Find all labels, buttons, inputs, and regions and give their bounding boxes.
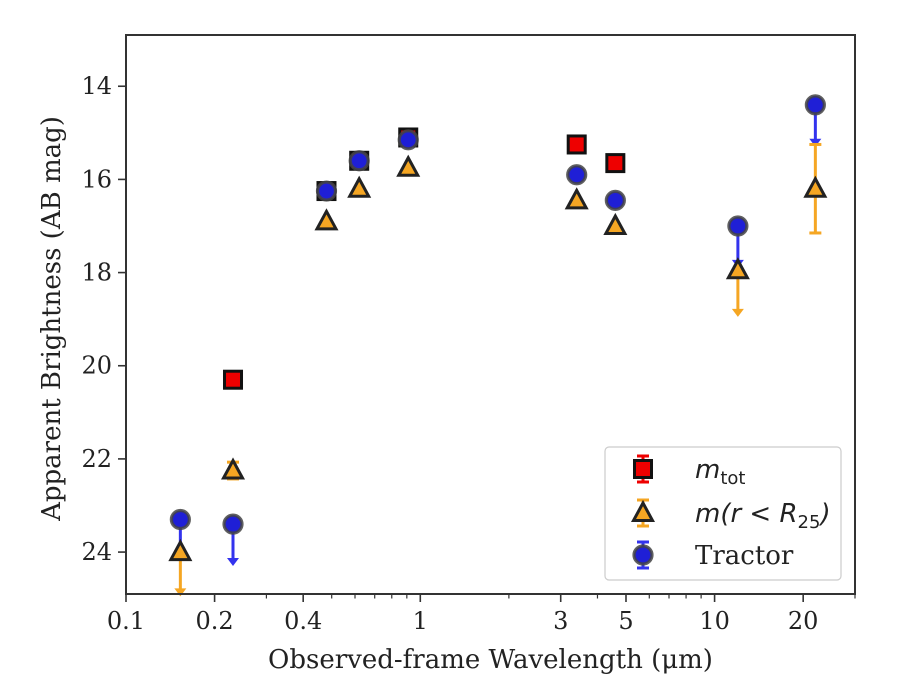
series-circle-points: [169, 94, 826, 535]
legend-entry: m(r < R25): [630, 498, 831, 533]
legend-box: [604, 446, 842, 581]
y-tick-label: 14: [81, 72, 112, 100]
y-tick-label: 16: [81, 165, 112, 193]
legend-entry: mtot: [633, 454, 745, 489]
legend-marker-triangle: [630, 499, 656, 522]
x-tick-label: 0.2: [196, 607, 234, 635]
data-point-circle: [222, 513, 244, 535]
legend-entry: Tractor: [632, 540, 794, 571]
legend-marker-square: [633, 459, 653, 479]
upper-limit-arrow-head: [227, 558, 240, 567]
legend-label: m(r < R25): [695, 499, 831, 533]
legend-marker-circle: [632, 544, 654, 566]
x-tick-label: 10: [699, 607, 730, 635]
data-point-triangle: [603, 212, 628, 235]
y-tick-label: 20: [81, 352, 112, 380]
upper-limit-arrow-head: [731, 308, 744, 317]
x-tick-label: 20: [788, 607, 819, 635]
data-point-circle: [604, 189, 626, 211]
data-point-triangle: [168, 538, 193, 562]
upper-limit-arrow-head: [174, 588, 187, 597]
x-tick-label: 0.1: [107, 607, 145, 635]
data-point-square: [566, 134, 587, 155]
y-tick-label: 22: [81, 445, 112, 473]
data-point-circle: [397, 129, 419, 151]
data-point-circle: [169, 508, 191, 531]
y-tick-label: 24: [81, 538, 112, 566]
data-point-circle: [315, 180, 338, 202]
upper-limit-arrow-head: [809, 138, 822, 147]
legend: mtot m(r < R25) Tractor: [604, 446, 842, 581]
data-point-triangle: [564, 187, 589, 210]
data-point-square: [605, 153, 626, 174]
y-axis-title: Apparent Brightness (AB mag): [37, 116, 67, 522]
data-point-circle: [804, 94, 826, 116]
series-square-points: [223, 127, 626, 390]
data-point-triangle: [314, 208, 339, 231]
axes: 0.1 0.2 0.4 1 3 5 10 20 14 16 18 20 22 24: [81, 34, 856, 635]
data-point-circle: [348, 150, 370, 172]
x-tick-label: 5: [618, 607, 633, 635]
x-tick-label: 0.4: [284, 607, 322, 635]
y-tick-label: 18: [81, 259, 112, 287]
data-point-triangle: [803, 175, 828, 198]
series-triangle-points: [168, 154, 828, 562]
data-point-square: [223, 369, 244, 390]
data-point-circle: [727, 215, 749, 237]
x-tick-label: 1: [413, 607, 428, 635]
plot-frame: [125, 34, 856, 595]
legend-label: Tractor: [695, 541, 794, 571]
x-tick-label: 3: [553, 607, 568, 635]
data-point-triangle: [220, 457, 246, 480]
data-point-triangle: [725, 257, 750, 280]
legend-label: mtot: [695, 455, 745, 489]
data-point-triangle: [347, 175, 372, 198]
x-axis-title: Observed-frame Wavelength (μm): [268, 645, 713, 675]
plot-area: [168, 94, 828, 597]
data-point-circle: [566, 164, 588, 186]
data-point-triangle: [396, 154, 421, 177]
